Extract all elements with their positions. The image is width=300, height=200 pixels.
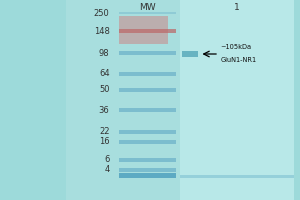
Bar [118,130,176,134]
Bar [66,0,180,200]
Bar [182,51,198,57]
Text: 98: 98 [99,48,110,58]
Bar [118,158,176,162]
Bar [180,0,294,200]
Text: 22: 22 [99,128,110,136]
Text: 16: 16 [99,138,110,146]
Bar [118,173,176,178]
Text: 36: 36 [99,106,110,114]
Text: GluN1-NR1: GluN1-NR1 [220,57,256,63]
Text: 148: 148 [94,26,109,36]
Bar [180,175,294,178]
Bar [118,88,176,92]
Text: MW: MW [139,2,155,11]
Text: 50: 50 [99,86,110,95]
Bar [118,29,176,33]
Bar [118,140,176,144]
Text: 1: 1 [234,2,240,11]
Bar [118,72,176,76]
Text: 6: 6 [104,156,110,164]
Bar [118,16,168,44]
Text: ~105kDa: ~105kDa [220,44,252,50]
Bar [118,168,176,172]
Bar [118,51,176,55]
Text: 4: 4 [104,166,110,174]
Text: 64: 64 [99,70,110,78]
Bar [118,12,176,14]
Bar [118,108,176,112]
Text: 250: 250 [94,8,109,18]
